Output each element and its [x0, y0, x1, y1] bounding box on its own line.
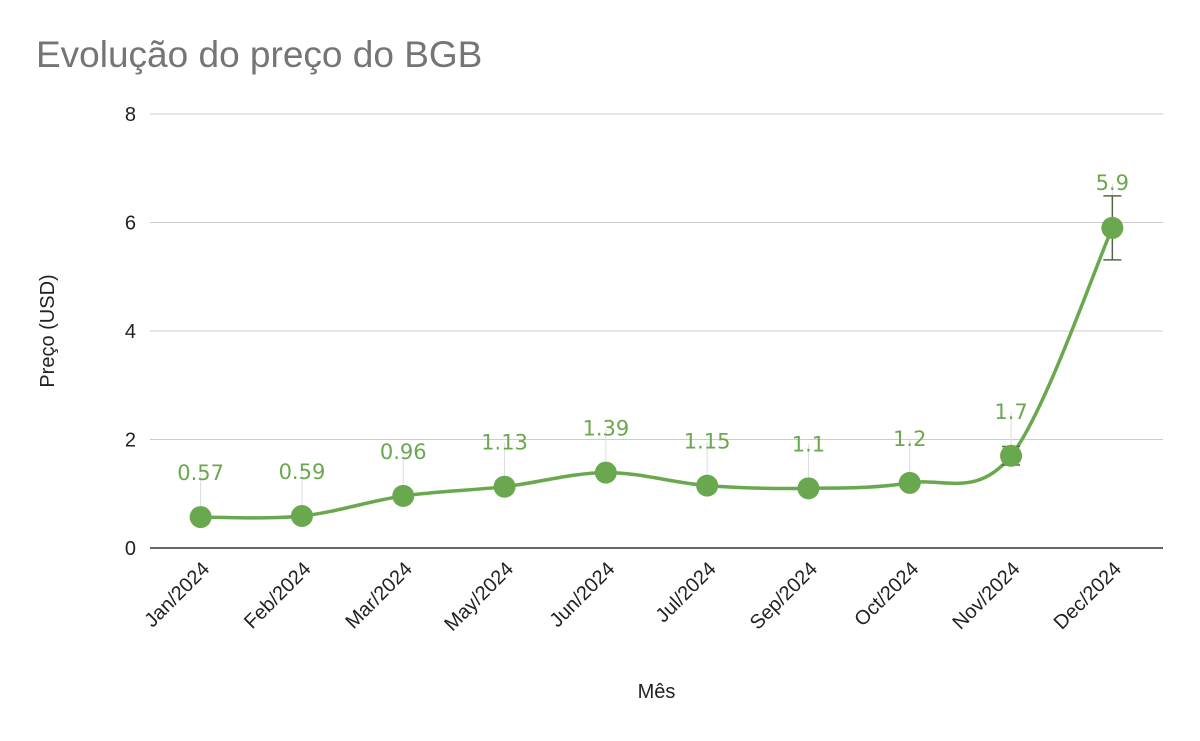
data-label: 1.15 [684, 430, 731, 454]
chart-title: Evolução do preço do BGB [36, 34, 483, 75]
x-tick-label: Nov/2024 [948, 558, 1024, 634]
data-point [696, 474, 719, 497]
data-label: 0.57 [177, 461, 224, 485]
data-label: 0.59 [279, 460, 326, 484]
x-tick-label: Mar/2024 [341, 558, 416, 633]
y-tick-label: 4 [125, 321, 136, 343]
x-tick-label: Sep/2024 [746, 558, 822, 634]
x-axis-title: Mês [638, 681, 676, 703]
data-label: 5.9 [1096, 171, 1129, 195]
y-tick-label: 2 [125, 430, 136, 452]
data-point [1101, 216, 1124, 239]
x-tick-label: Jan/2024 [140, 558, 214, 632]
data-point [898, 471, 921, 494]
y-tick-label: 8 [125, 104, 136, 126]
data-label: 1.1 [792, 432, 825, 456]
data-point [493, 475, 516, 498]
data-label: 1.39 [582, 417, 629, 441]
x-tick-label: Jul/2024 [652, 558, 721, 627]
data-label: 1.7 [994, 400, 1027, 424]
y-tick-label: 0 [125, 538, 136, 560]
data-point [392, 484, 415, 507]
data-point [290, 504, 313, 527]
series-line [198, 226, 1115, 520]
data-point [797, 477, 820, 500]
x-tick-label: Feb/2024 [240, 558, 315, 633]
data-point [594, 461, 617, 484]
y-tick-label: 6 [125, 213, 136, 235]
x-tick-label: May/2024 [440, 558, 518, 636]
x-tick-label: Oct/2024 [850, 558, 923, 631]
data-point [1000, 444, 1023, 467]
x-tick-label: Jun/2024 [546, 558, 620, 632]
data-label: 1.2 [893, 427, 926, 451]
y-axis-title: Preço (USD) [37, 274, 59, 387]
data-point [189, 506, 212, 529]
x-tick-label: Dec/2024 [1050, 558, 1126, 634]
data-label: 1.13 [481, 431, 528, 455]
data-label: 0.96 [380, 440, 427, 464]
